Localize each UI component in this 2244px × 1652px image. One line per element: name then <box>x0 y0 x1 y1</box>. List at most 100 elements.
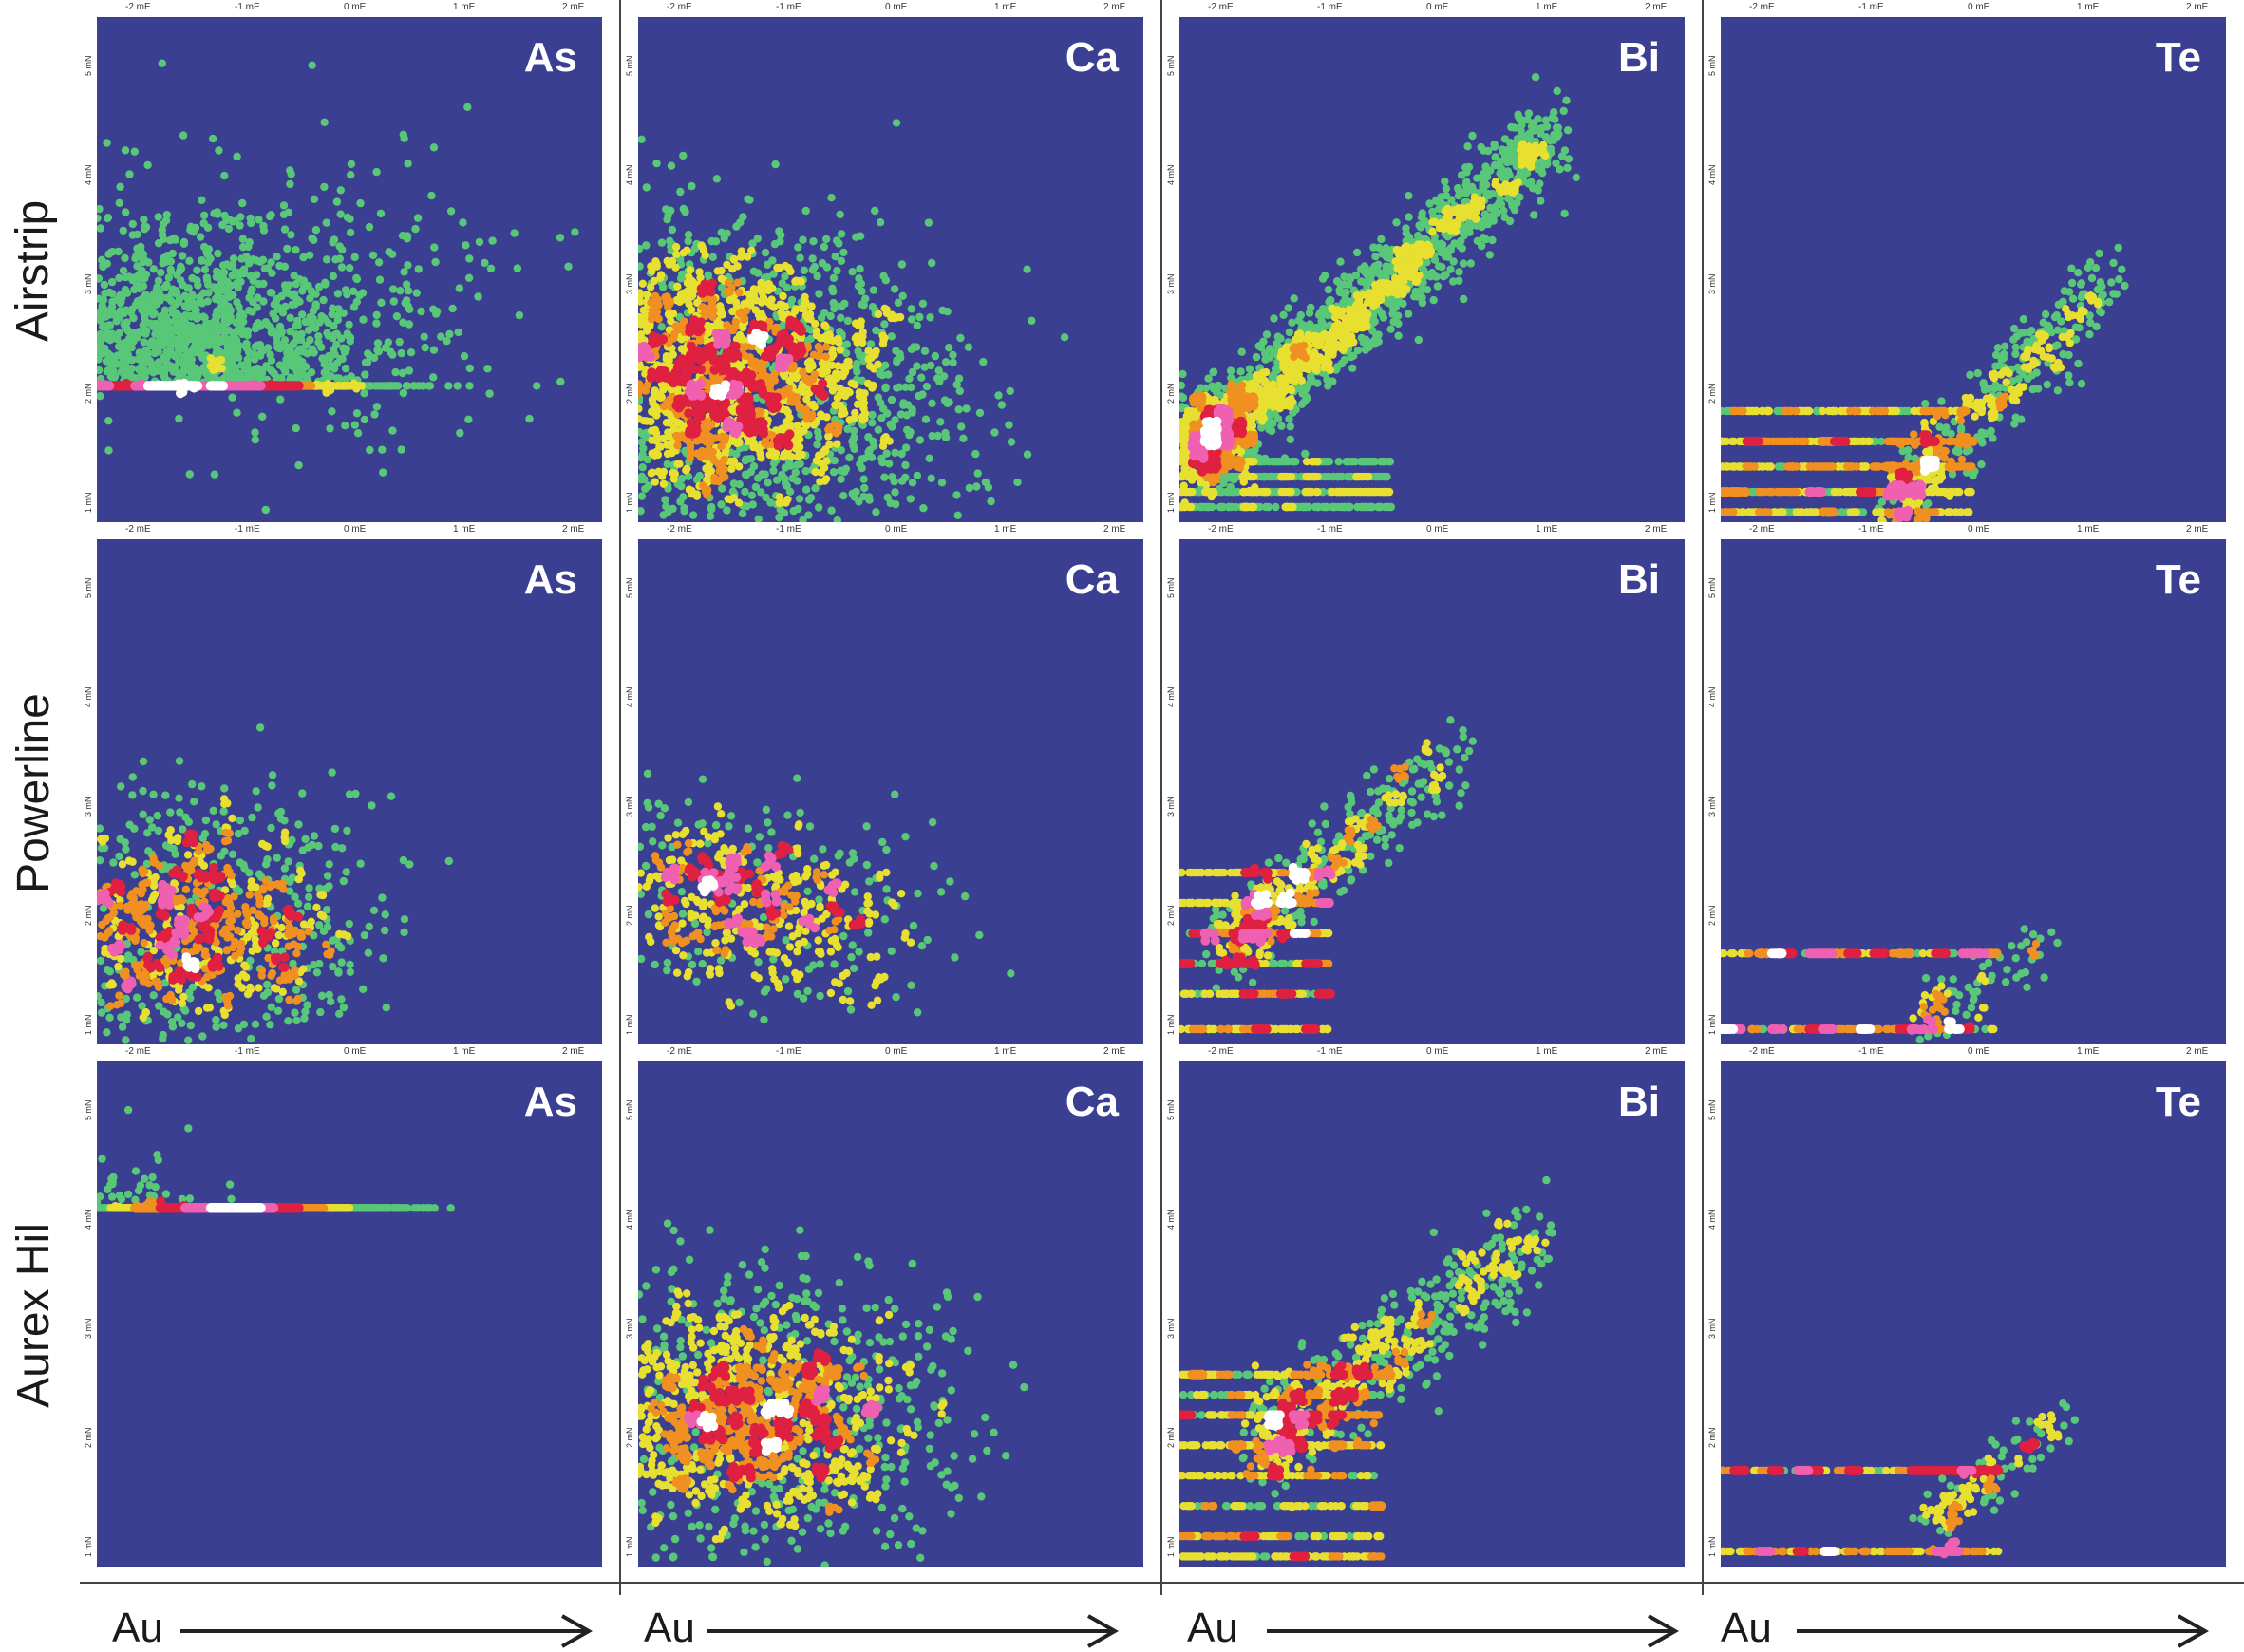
data-point <box>801 466 810 476</box>
data-point <box>835 239 843 248</box>
data-point <box>892 347 900 355</box>
data-point <box>843 386 852 396</box>
data-point <box>218 323 227 331</box>
data-point <box>97 204 104 214</box>
data-point <box>429 373 438 382</box>
data-point <box>179 280 187 290</box>
data-point <box>1265 423 1273 433</box>
data-point <box>797 334 805 343</box>
data-point <box>1411 287 1420 296</box>
data-point <box>419 382 428 390</box>
data-point <box>928 399 936 407</box>
scatter-panel-airstrip-as: As <box>97 17 602 522</box>
data-point <box>372 319 381 328</box>
data-point <box>650 276 659 286</box>
data-point <box>465 364 474 373</box>
data-point <box>1416 223 1425 232</box>
data-point <box>160 306 170 314</box>
data-point <box>742 455 750 463</box>
x-tick-label: 2 mE <box>562 2 585 12</box>
data-point <box>292 246 300 254</box>
data-point <box>1245 365 1254 373</box>
data-point <box>864 347 873 355</box>
data-point <box>673 460 682 468</box>
data-point <box>413 214 423 222</box>
data-point <box>801 206 810 216</box>
data-point <box>821 322 830 331</box>
data-point <box>286 327 294 336</box>
data-point <box>913 321 921 329</box>
data-point <box>336 210 345 218</box>
data-point <box>791 305 801 313</box>
data-point <box>1386 325 1395 333</box>
data-point <box>187 372 197 381</box>
data-point <box>1005 421 1013 429</box>
data-point <box>165 335 175 344</box>
data-point <box>819 369 827 378</box>
data-point <box>215 146 223 155</box>
data-point <box>1356 265 1366 273</box>
data-point <box>445 329 454 339</box>
data-point <box>752 443 762 452</box>
data-point <box>1257 423 1266 432</box>
data-point <box>1272 502 1280 512</box>
data-point <box>1300 397 1309 406</box>
data-point <box>708 312 717 322</box>
data-point <box>907 305 915 313</box>
data-point <box>104 446 113 455</box>
data-point <box>710 404 721 414</box>
data-point <box>1013 478 1022 487</box>
data-point <box>168 329 177 338</box>
data-point <box>834 362 842 370</box>
data-point <box>737 253 745 261</box>
data-point <box>179 369 187 379</box>
data-point <box>812 457 821 465</box>
data-point <box>692 437 701 445</box>
data-point <box>781 475 789 483</box>
data-point <box>713 339 724 349</box>
data-point <box>464 273 474 282</box>
data-point <box>397 445 405 454</box>
data-point <box>249 276 257 285</box>
data-point <box>281 367 290 376</box>
data-point <box>741 487 749 497</box>
data-point <box>786 267 795 276</box>
data-point <box>733 262 742 271</box>
data-point <box>818 359 827 367</box>
data-point <box>1447 196 1456 204</box>
data-point <box>676 187 685 197</box>
data-point <box>217 283 227 292</box>
data-point <box>962 404 971 413</box>
data-point <box>121 286 130 294</box>
data-point <box>764 479 772 487</box>
data-point <box>119 266 128 275</box>
data-point <box>755 320 765 330</box>
data-point <box>837 230 846 238</box>
data-point <box>268 289 276 297</box>
data-point <box>659 479 669 488</box>
data-point <box>289 362 297 371</box>
data-point <box>158 59 166 67</box>
data-point <box>556 377 565 386</box>
data-point <box>204 340 213 348</box>
data-point <box>708 301 717 310</box>
data-point <box>399 388 408 398</box>
data-point <box>444 382 453 390</box>
data-point <box>326 353 334 363</box>
data-point <box>286 313 294 322</box>
data-point <box>179 131 188 140</box>
data-point <box>829 468 839 477</box>
data-point <box>746 467 755 477</box>
data-point <box>1455 276 1463 285</box>
data-point <box>294 460 303 470</box>
data-point <box>213 337 221 347</box>
data-point <box>305 251 314 259</box>
y-tick-label: 2 mN <box>625 383 634 404</box>
data-point <box>1314 502 1323 512</box>
data-point <box>913 471 922 480</box>
data-point <box>878 459 887 467</box>
data-point <box>686 266 694 274</box>
data-point <box>703 453 711 461</box>
data-point <box>164 273 174 282</box>
data-point <box>1480 146 1488 155</box>
